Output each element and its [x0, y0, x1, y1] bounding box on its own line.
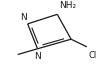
- Text: N: N: [34, 52, 40, 61]
- Text: NH₂: NH₂: [59, 2, 76, 10]
- Text: N: N: [20, 13, 27, 22]
- Text: Cl: Cl: [89, 51, 97, 60]
